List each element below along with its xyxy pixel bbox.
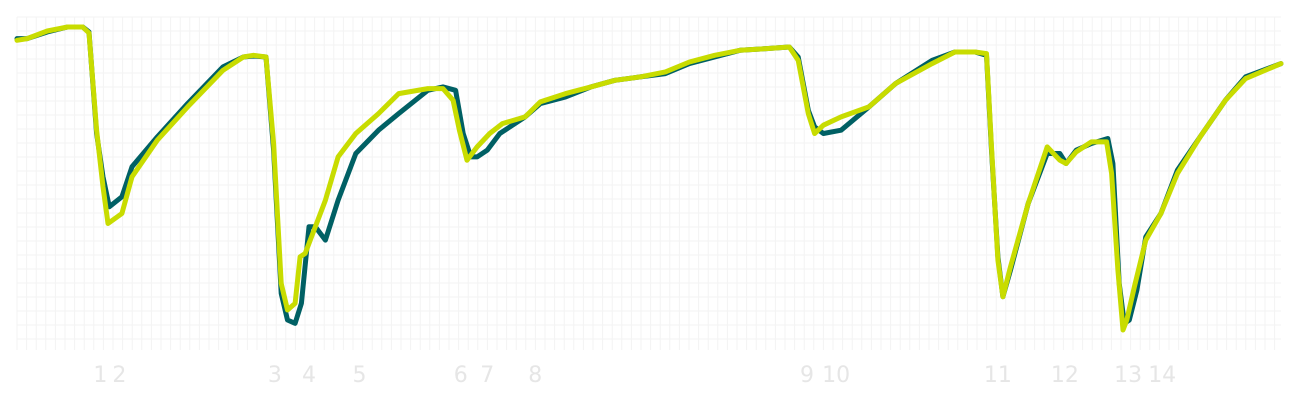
x-tick-label: 6: [454, 363, 468, 388]
grid: [16, 16, 1281, 350]
series-lines: [14, 24, 1284, 333]
x-tick-label: 4: [302, 363, 316, 388]
x-tick-label: 14: [1148, 363, 1176, 388]
series-line-1: [14, 24, 1284, 326]
x-tick-label: 10: [822, 363, 850, 388]
x-tick-label: 9: [800, 363, 814, 388]
x-tick-label: 1: [93, 363, 107, 388]
x-tick-label: 11: [984, 363, 1012, 388]
x-tick-label: 12: [1051, 363, 1079, 388]
x-tick-label: 8: [528, 363, 542, 388]
x-tick-label: 7: [480, 363, 494, 388]
x-tick-label: 3: [268, 363, 282, 388]
x-axis-tick-labels: 1 2 3 4 5 6 7 8 9 10 11 12 13 14: [93, 363, 1176, 388]
x-tick-label: 13: [1114, 363, 1142, 388]
x-tick-label: 5: [353, 363, 367, 388]
x-tick-label: 2: [112, 363, 126, 388]
series-line-2: [14, 24, 1284, 333]
